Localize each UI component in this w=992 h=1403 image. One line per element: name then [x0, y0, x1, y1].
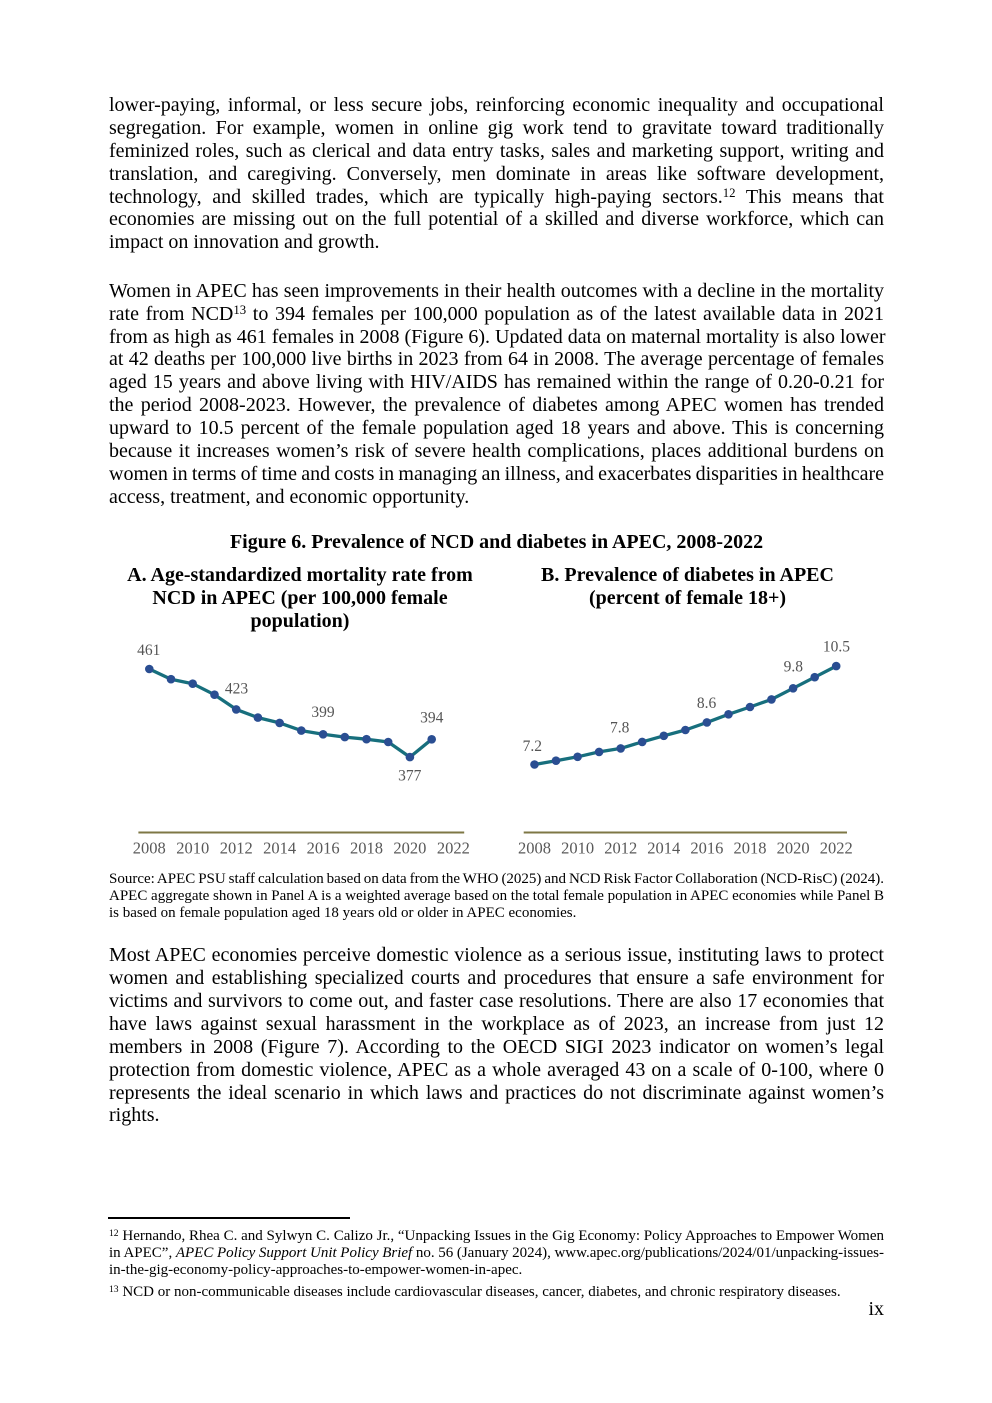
svg-text:2008: 2008 [518, 839, 551, 858]
svg-text:2014: 2014 [263, 839, 296, 858]
svg-text:8.6: 8.6 [697, 695, 717, 712]
svg-text:2008: 2008 [133, 839, 166, 858]
svg-text:2016: 2016 [307, 839, 340, 858]
svg-text:2022: 2022 [437, 839, 470, 858]
svg-text:7.2: 7.2 [523, 738, 542, 755]
svg-text:394: 394 [420, 709, 444, 726]
svg-text:2020: 2020 [777, 839, 810, 858]
svg-text:2014: 2014 [647, 839, 680, 858]
svg-text:2012: 2012 [604, 839, 637, 858]
svg-text:2018: 2018 [734, 839, 767, 858]
svg-text:2012: 2012 [220, 839, 253, 858]
svg-text:2010: 2010 [561, 839, 594, 858]
svg-text:461: 461 [137, 642, 160, 659]
svg-text:399: 399 [311, 704, 335, 721]
svg-text:7.8: 7.8 [610, 720, 630, 737]
svg-text:2016: 2016 [690, 839, 723, 858]
svg-text:2010: 2010 [176, 839, 209, 858]
svg-text:10.5: 10.5 [823, 639, 850, 656]
svg-text:2020: 2020 [393, 839, 426, 858]
svg-text:9.8: 9.8 [784, 658, 804, 675]
svg-text:2018: 2018 [350, 839, 383, 858]
svg-text:377: 377 [398, 768, 422, 785]
svg-text:423: 423 [225, 681, 249, 698]
svg-text:2022: 2022 [820, 839, 853, 858]
